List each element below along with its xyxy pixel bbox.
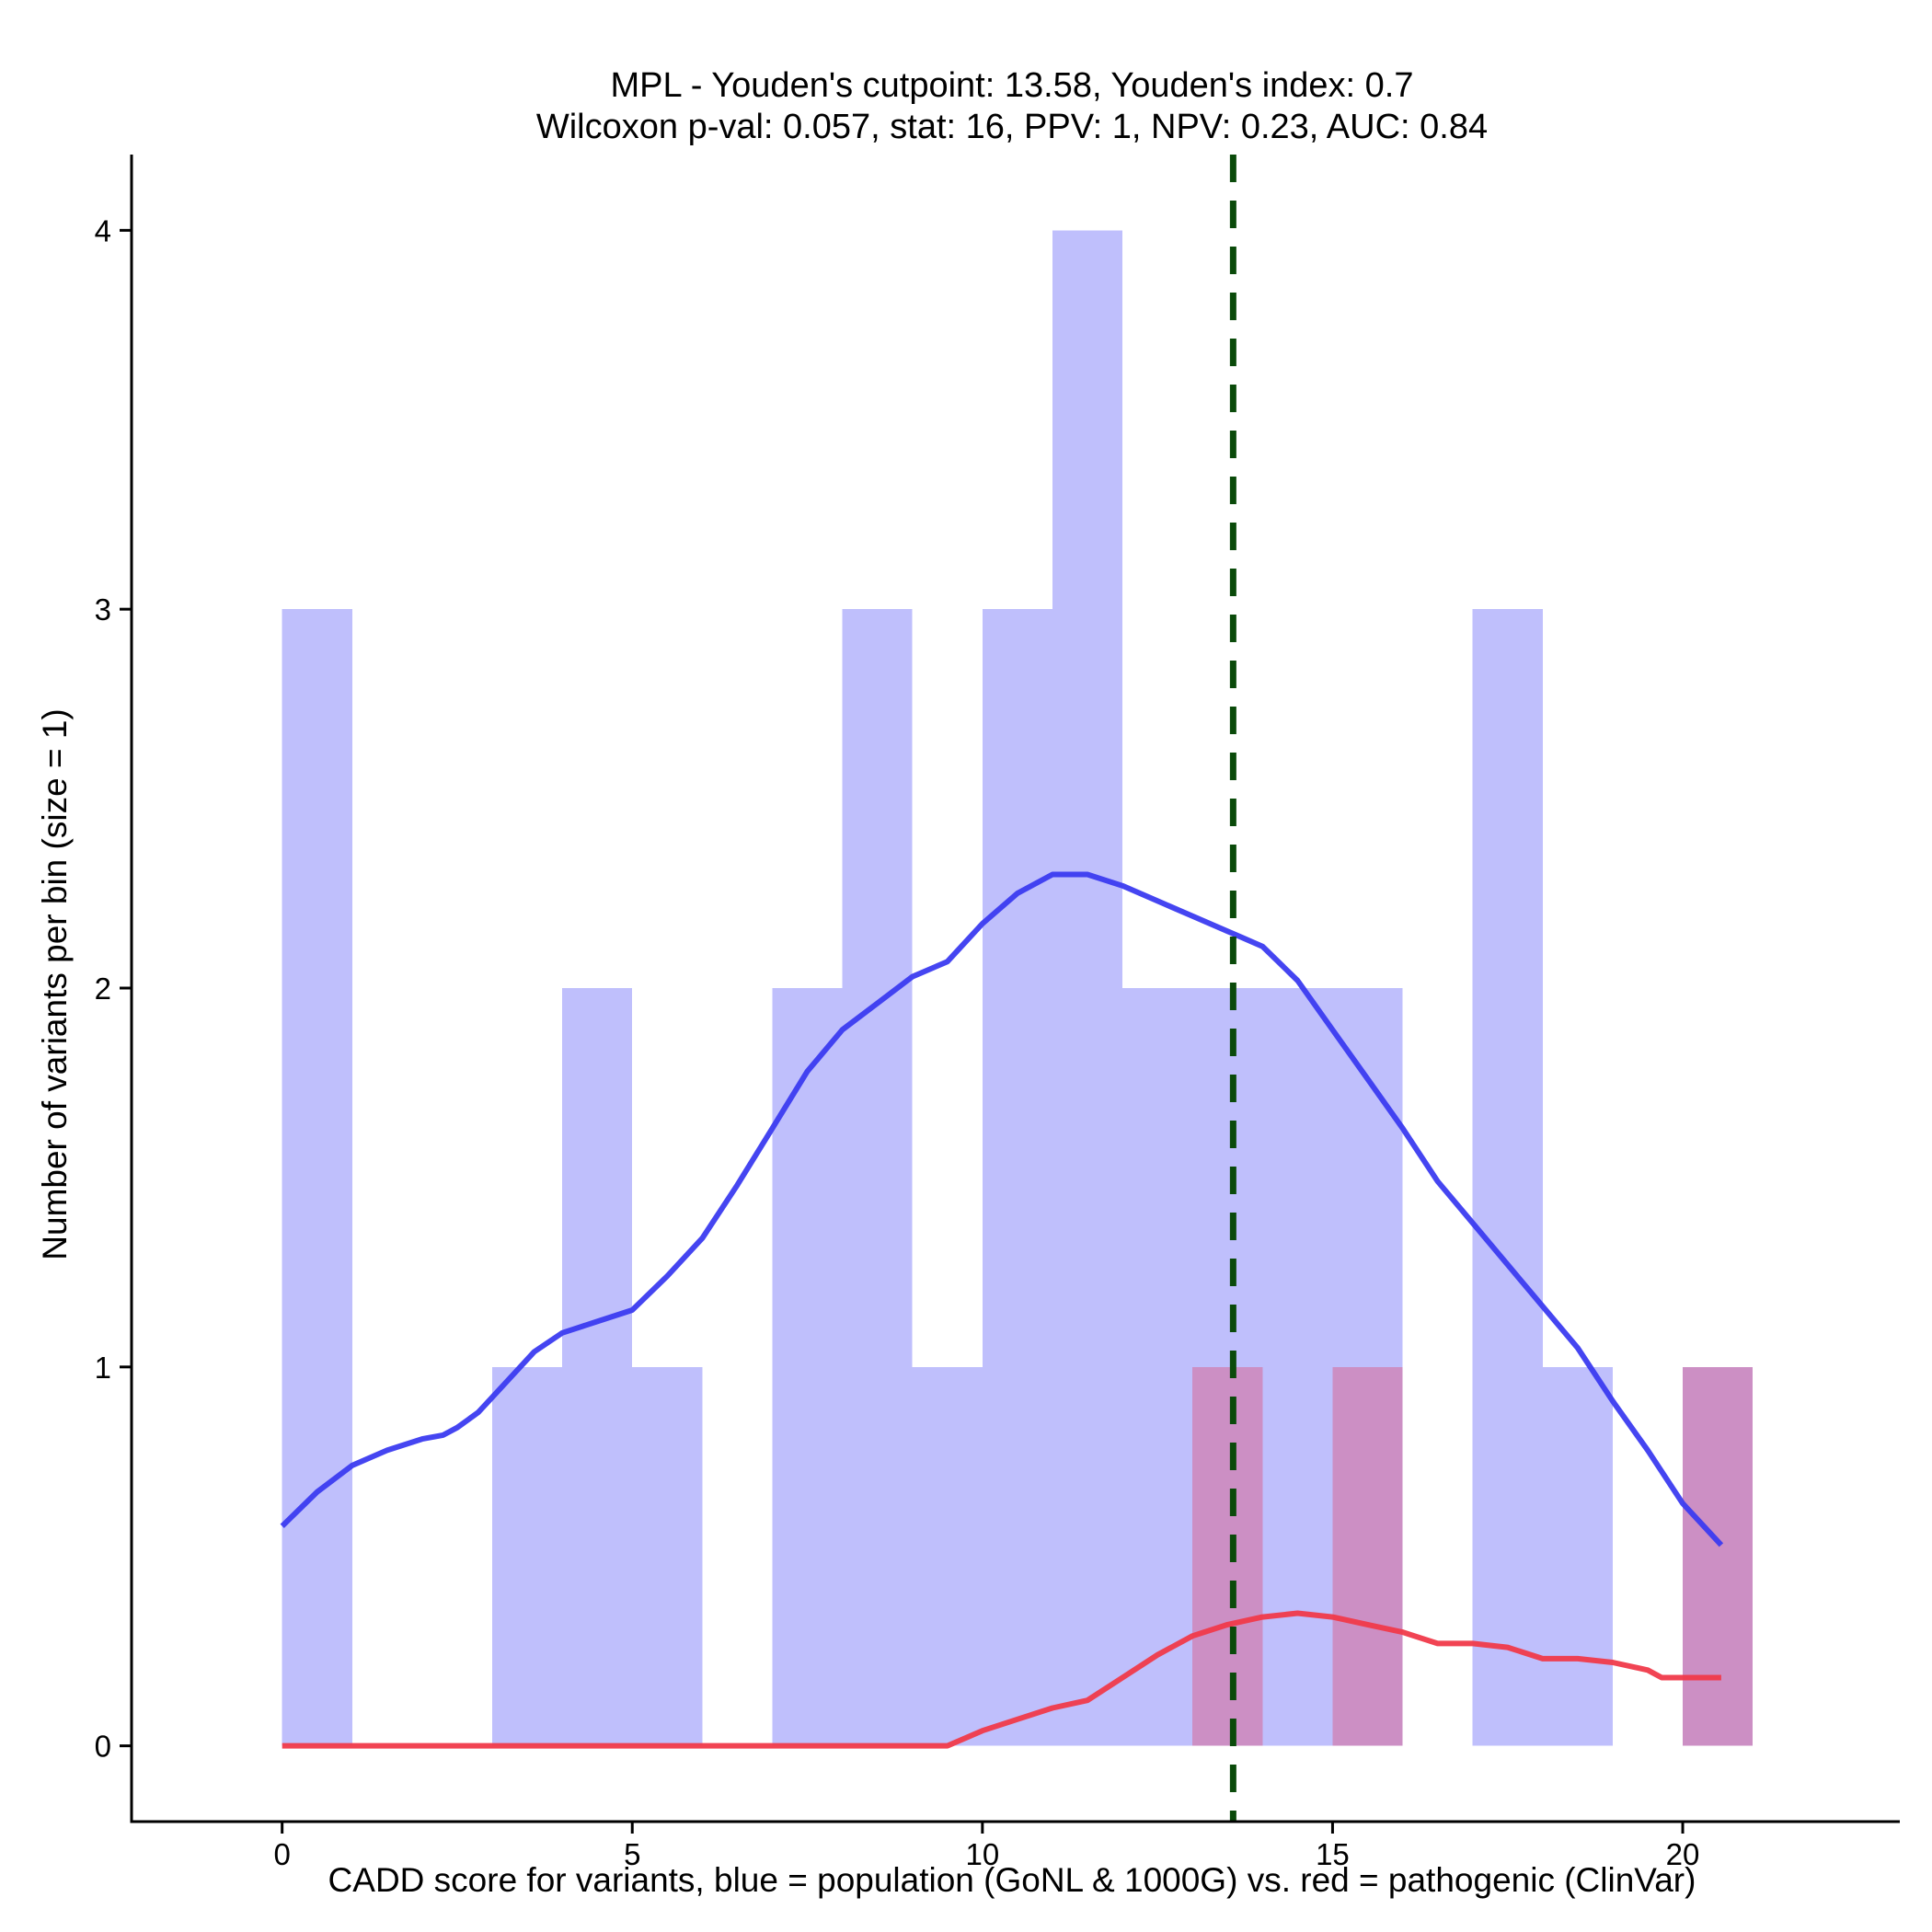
- population-bar: [282, 609, 352, 1746]
- chart-title: MPL - Youden's cutpoint: 13.58, Youden's…: [611, 66, 1414, 105]
- population-bar: [1122, 988, 1193, 1746]
- y-tick-label: 3: [95, 592, 111, 627]
- x-tick-label: 15: [1316, 1837, 1350, 1871]
- x-tick-label: 20: [1666, 1837, 1700, 1871]
- y-tick-label: 0: [95, 1730, 111, 1764]
- population-bar: [1052, 230, 1123, 1746]
- x-tick-label: 10: [965, 1837, 999, 1871]
- population-bar: [562, 988, 633, 1746]
- y-axis-title: Number of variants per bin (size = 1): [36, 708, 74, 1259]
- pathogenic-bar: [1683, 1366, 1754, 1746]
- population-bar: [1542, 1366, 1613, 1746]
- population-bar: [842, 609, 913, 1746]
- chart-subtitle: Wilcoxon p-val: 0.057, stat: 16, PPV: 1,…: [536, 108, 1488, 146]
- pathogenic-density-line: [282, 1610, 1721, 1749]
- population-bar: [1472, 609, 1543, 1746]
- plot-area: [280, 155, 1754, 1822]
- y-tick-label: 4: [95, 213, 111, 247]
- population-bar: [772, 988, 843, 1746]
- population-bar: [492, 1366, 563, 1746]
- population-bar: [1262, 988, 1333, 1746]
- y-tick-label: 1: [95, 1351, 111, 1385]
- y-tick-label: 2: [95, 972, 111, 1006]
- population-density-line: [280, 871, 1724, 1547]
- population-bar: [632, 1366, 703, 1746]
- pathogenic-bar: [1332, 1366, 1403, 1746]
- population-bar: [982, 609, 1052, 1746]
- x-tick-label: 5: [624, 1837, 640, 1871]
- population-bar: [912, 1366, 983, 1746]
- x-tick-label: 0: [273, 1837, 290, 1871]
- axes: 0 5 10 15 20 0 1 2 3 4: [95, 155, 1900, 1871]
- x-axis-title: CADD score for variants, blue = populati…: [328, 1861, 1696, 1899]
- pathogenic-bar: [1192, 1366, 1263, 1746]
